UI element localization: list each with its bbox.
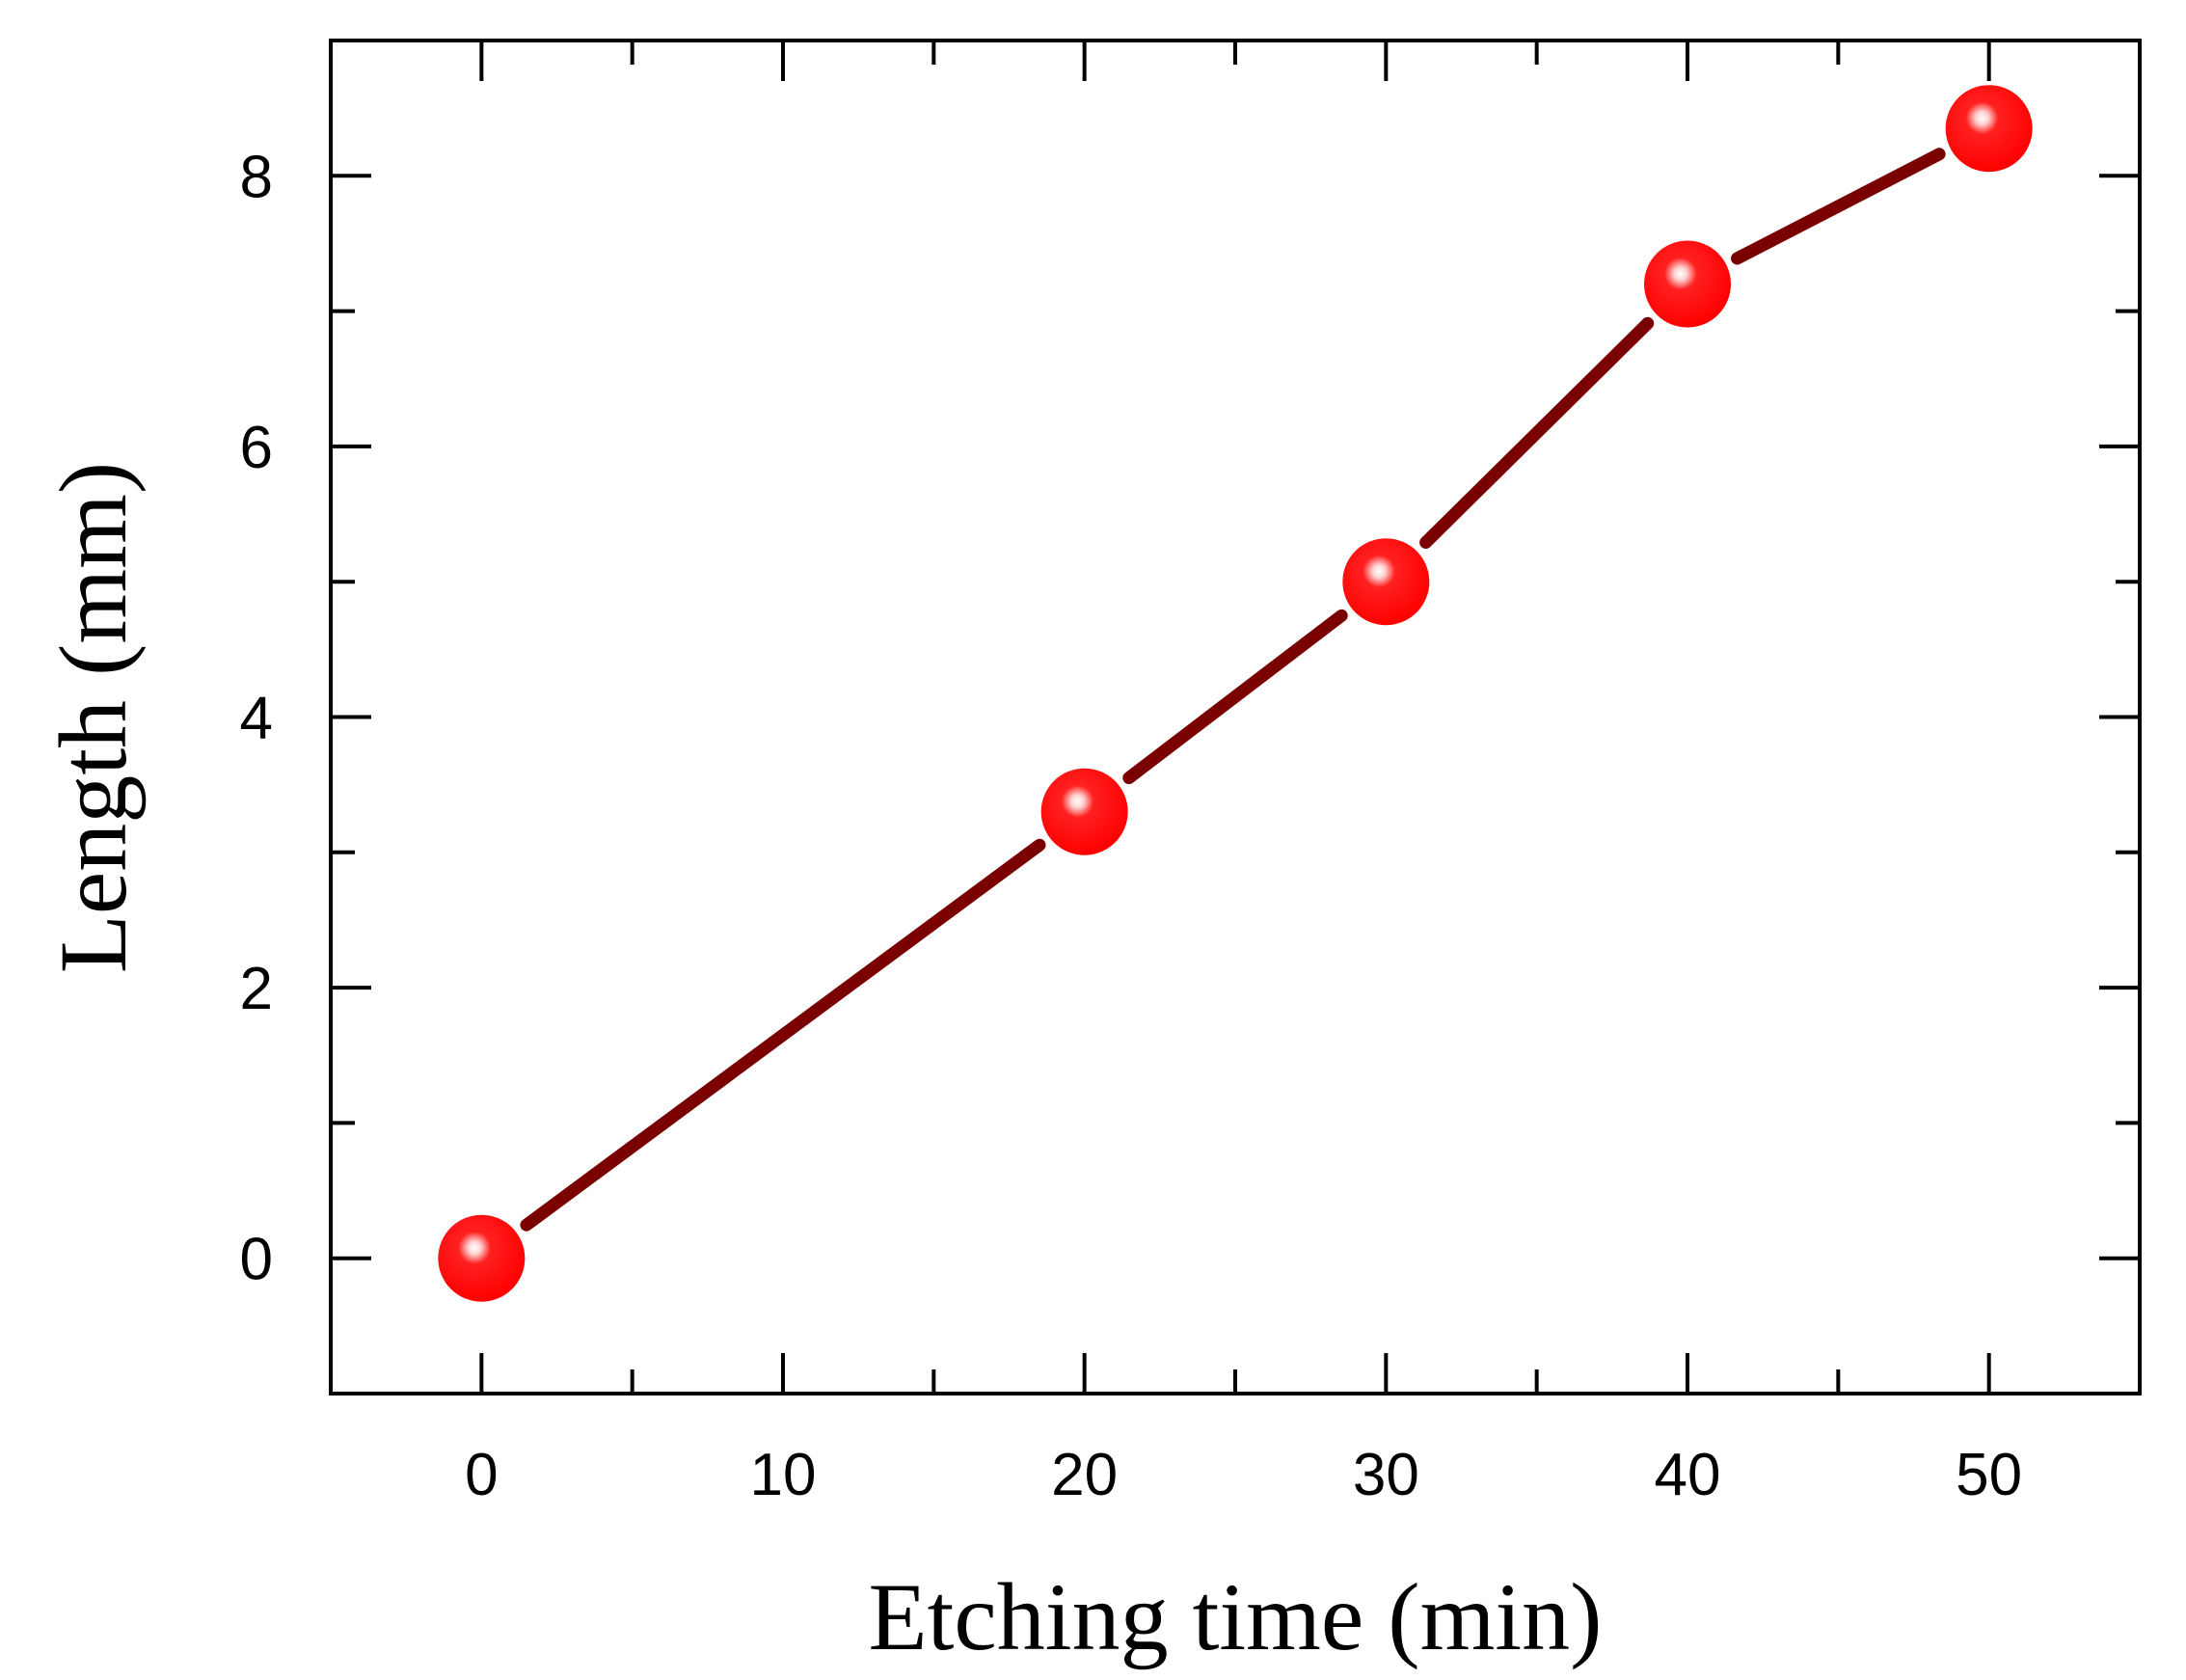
y-tick-label: 0 xyxy=(240,1227,273,1293)
y-tick-label: 6 xyxy=(240,415,273,481)
series-line-segment xyxy=(520,838,1046,1232)
y-tick-labels: 0 2 4 6 8 xyxy=(240,144,273,1292)
x-tick-label: 30 xyxy=(1353,1442,1419,1508)
x-axis-title: Etching time (min) xyxy=(869,1563,1603,1670)
series-line-segment xyxy=(1731,148,1946,265)
series-lines xyxy=(520,148,1946,1232)
plot-frame xyxy=(329,39,2142,1395)
x-tick-label: 10 xyxy=(750,1442,817,1508)
data-point xyxy=(1945,85,2033,173)
y-tick-label: 4 xyxy=(240,686,273,752)
axis-ticks xyxy=(331,41,2140,1394)
data-point xyxy=(438,1214,526,1302)
series-line-segment xyxy=(1122,609,1348,785)
y-axis-title: Length (mm) xyxy=(40,462,147,973)
x-tick-labels: 0 10 20 30 40 50 xyxy=(465,1442,2022,1508)
x-tick-label: 50 xyxy=(1956,1442,2022,1508)
data-point xyxy=(1342,538,1430,626)
x-tick-label: 0 xyxy=(465,1442,498,1508)
x-tick-label: 40 xyxy=(1655,1442,1721,1508)
data-point xyxy=(1040,768,1128,855)
x-tick-label: 20 xyxy=(1051,1442,1118,1508)
y-tick-label: 8 xyxy=(240,144,273,210)
series-line-segment xyxy=(1419,316,1655,549)
series-markers xyxy=(438,85,2033,1302)
y-tick-label: 2 xyxy=(240,956,273,1022)
data-point xyxy=(1644,240,1731,328)
